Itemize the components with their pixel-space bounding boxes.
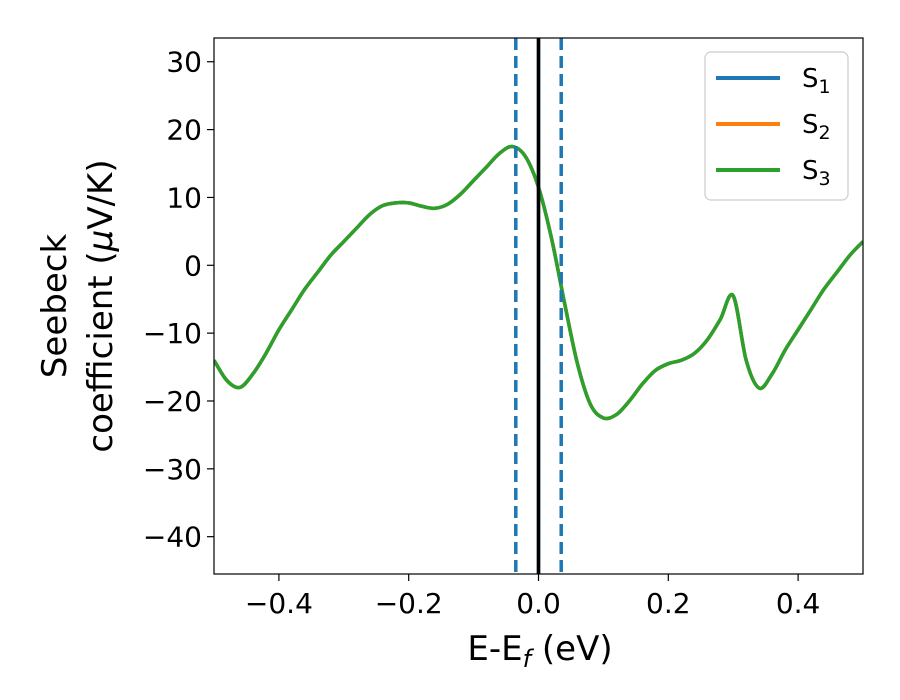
x-tick-label: −0.2 — [375, 587, 443, 620]
y-tick-label: 10 — [166, 181, 202, 214]
y-tick-label: −40 — [143, 521, 202, 554]
plot-area — [213, 37, 864, 575]
x-tick-label: −0.4 — [245, 587, 313, 620]
y-tick-label: −20 — [143, 385, 202, 418]
y-tick-label: 30 — [166, 46, 202, 79]
legend: S1 S2 S3 — [704, 51, 849, 201]
x-axis-ticks: −0.4 −0.2 0.0 0.2 0.4 — [245, 574, 820, 620]
x-tick-label: 0.2 — [646, 587, 691, 620]
y-axis-title: Seebeck coefficient (μV/K) — [35, 159, 121, 452]
legend-label-S1: S1 — [802, 64, 831, 98]
y-tick-label: 20 — [166, 114, 202, 147]
y-axis-title-line1: Seebeck — [35, 234, 75, 379]
legend-label-S2: S2 — [802, 110, 831, 144]
y-tick-label: −10 — [143, 317, 202, 350]
x-tick-label: 0.4 — [776, 587, 821, 620]
y-tick-label: 0 — [184, 249, 202, 282]
y-axis-title-line2: coefficient (μV/K) — [81, 159, 121, 452]
legend-label-S3: S3 — [802, 156, 831, 190]
x-axis-title: E-Ef (eV) — [467, 629, 612, 673]
y-tick-label: −30 — [143, 453, 202, 486]
y-axis-ticks: 30 20 10 0 −10 −20 −30 −40 — [143, 46, 214, 554]
x-tick-label: 0.0 — [516, 587, 561, 620]
